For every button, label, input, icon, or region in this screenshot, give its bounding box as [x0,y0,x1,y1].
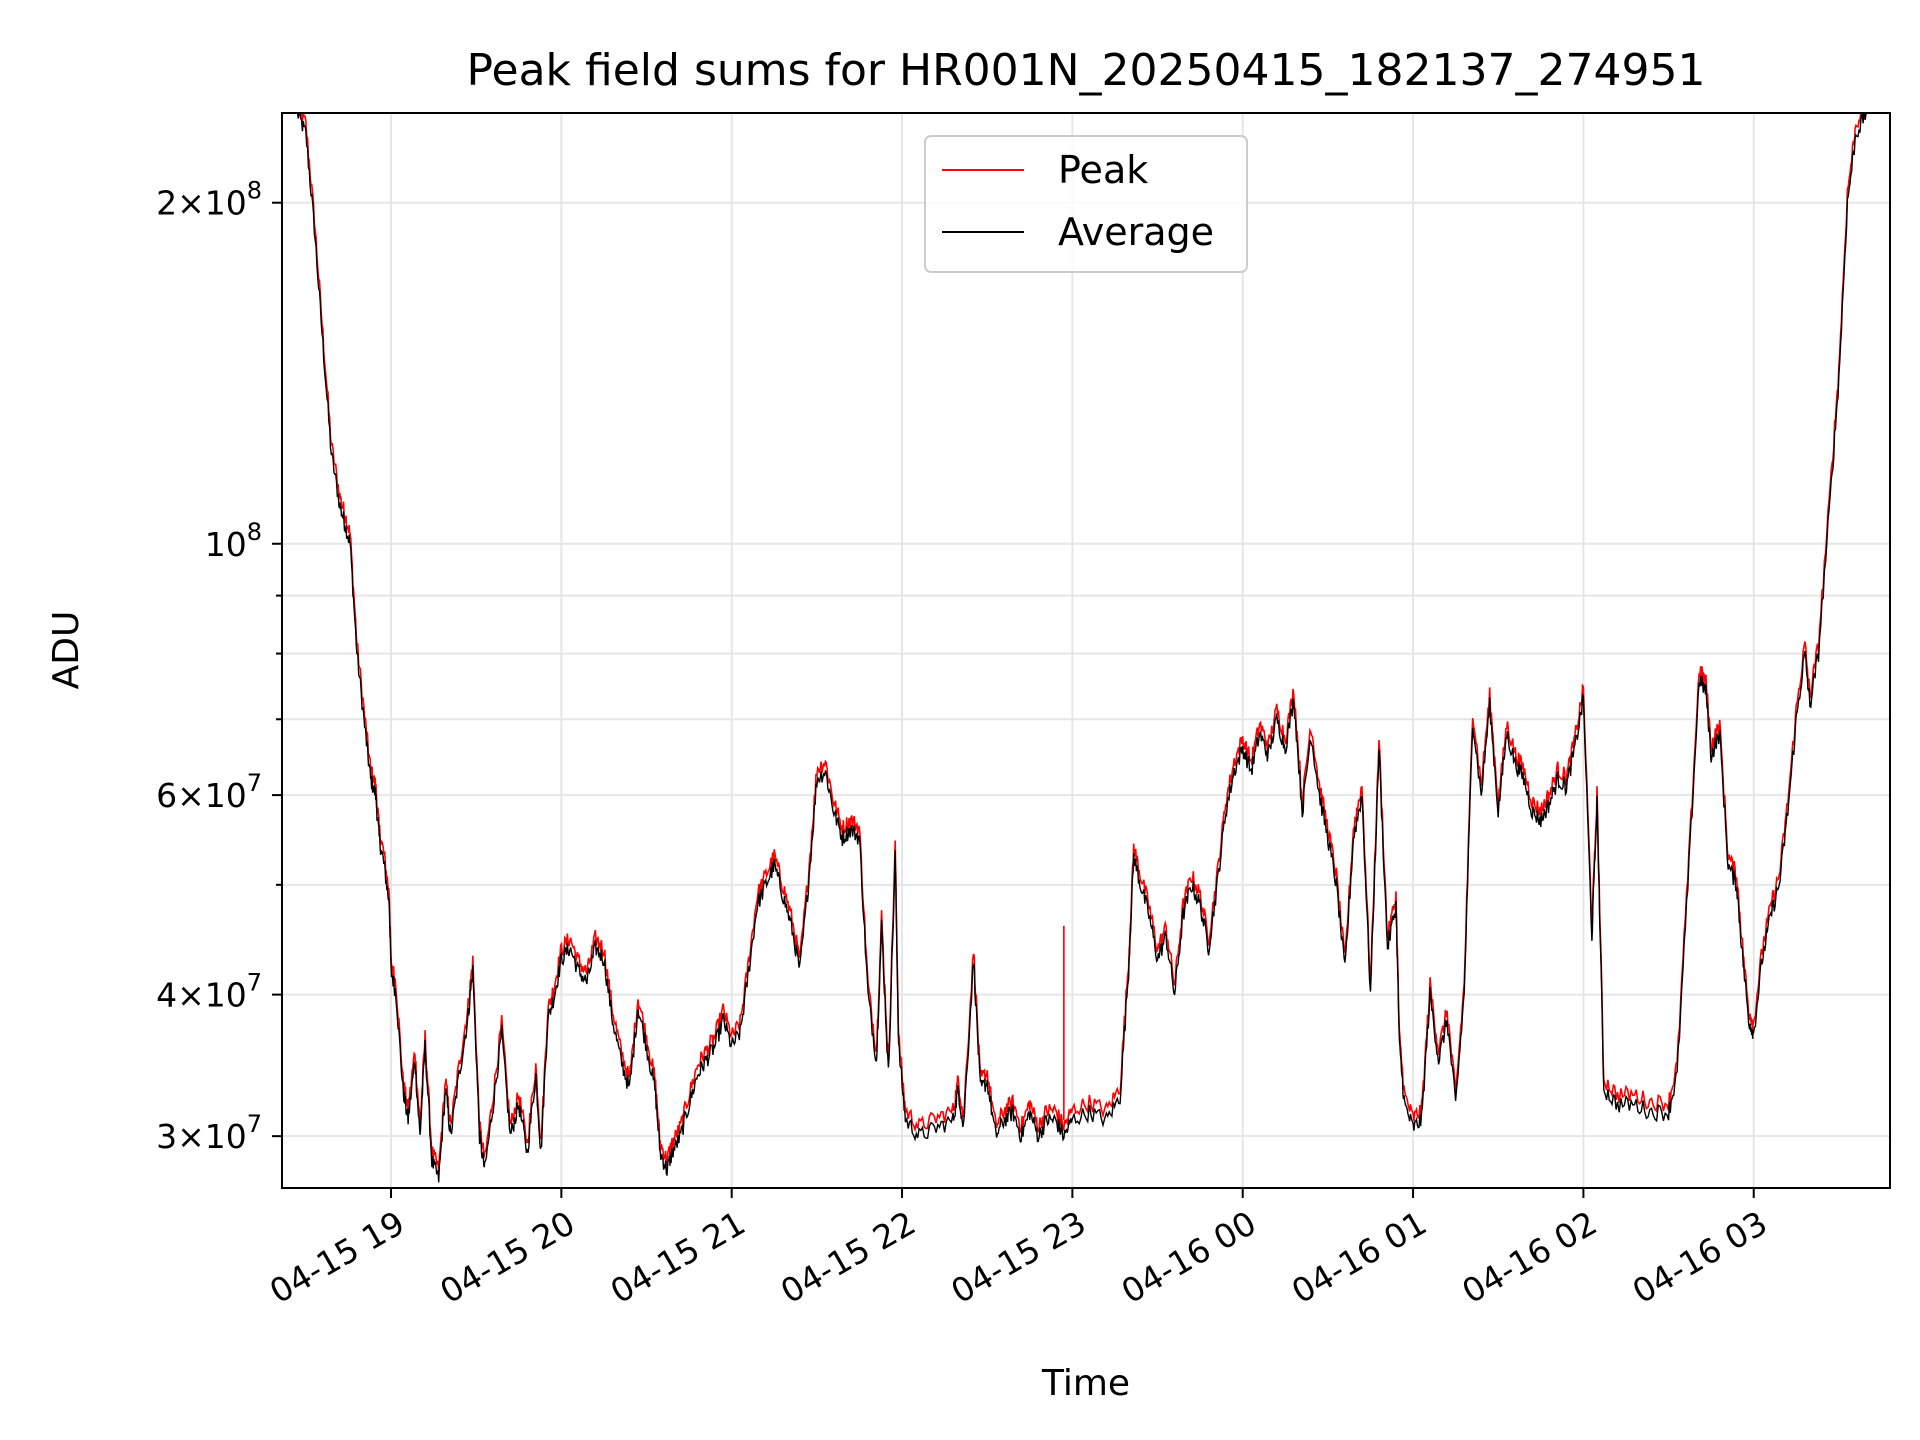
series-peak-line [300,113,1864,1173]
y-axis-label: ADU [46,611,87,690]
y-tick-label: 4×107 [156,969,262,1015]
plot-frame [281,112,1891,1189]
chart-title: Peak field sums for HR001N_20250415_1821… [467,45,1706,96]
y-tick-label: 6×107 [156,769,262,815]
series-layer [296,113,1867,1183]
y-tick-label: 3×107 [156,1110,262,1156]
y-tick-label: 108 [205,518,262,564]
x-axis-label: Time [1041,1363,1130,1404]
legend-peak-label: Peak [1058,148,1148,192]
plot-area [282,113,1890,1188]
series-average-line [296,113,1867,1183]
legend: Peak Average [924,135,1248,273]
legend-average-label: Average [1058,210,1214,254]
y-tick-label: 2×108 [156,177,262,223]
